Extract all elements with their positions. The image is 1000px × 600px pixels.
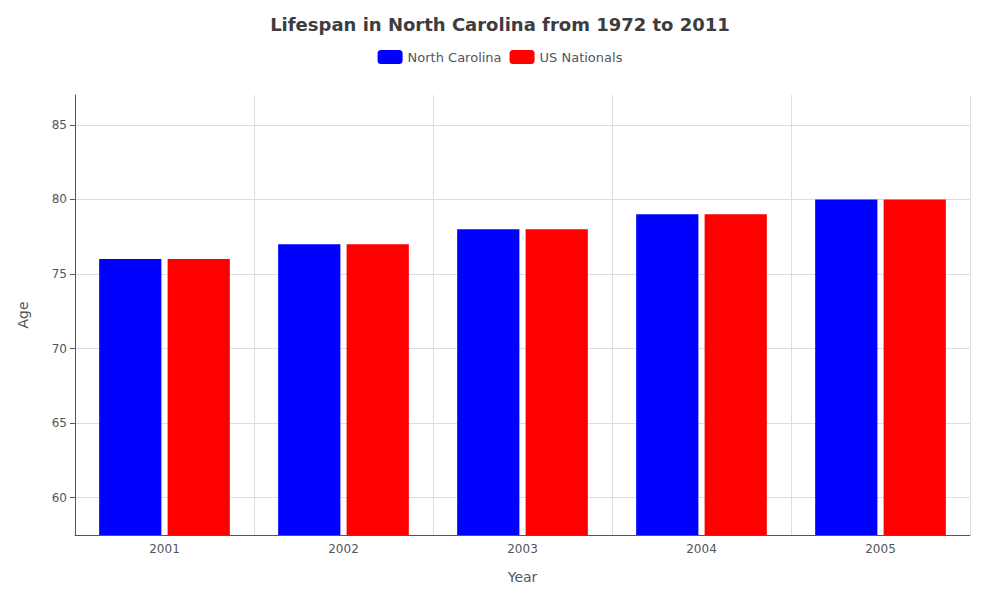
svg-text:North Carolina: North Carolina (408, 50, 502, 65)
svg-text:2002: 2002 (328, 542, 359, 556)
svg-text:80: 80 (52, 192, 67, 206)
svg-text:Age: Age (15, 301, 31, 328)
svg-text:60: 60 (52, 491, 67, 505)
svg-text:2005: 2005 (865, 542, 896, 556)
svg-text:85: 85 (52, 118, 67, 132)
svg-text:Lifespan in North Carolina fro: Lifespan in North Carolina from 1972 to … (270, 14, 730, 35)
svg-text:Year: Year (507, 569, 538, 585)
svg-text:70: 70 (52, 342, 67, 356)
svg-text:75: 75 (52, 267, 67, 281)
svg-text:65: 65 (52, 416, 67, 430)
svg-text:2001: 2001 (149, 542, 180, 556)
svg-text:US Nationals: US Nationals (540, 50, 623, 65)
svg-text:2003: 2003 (507, 542, 538, 556)
svg-text:2004: 2004 (686, 542, 717, 556)
